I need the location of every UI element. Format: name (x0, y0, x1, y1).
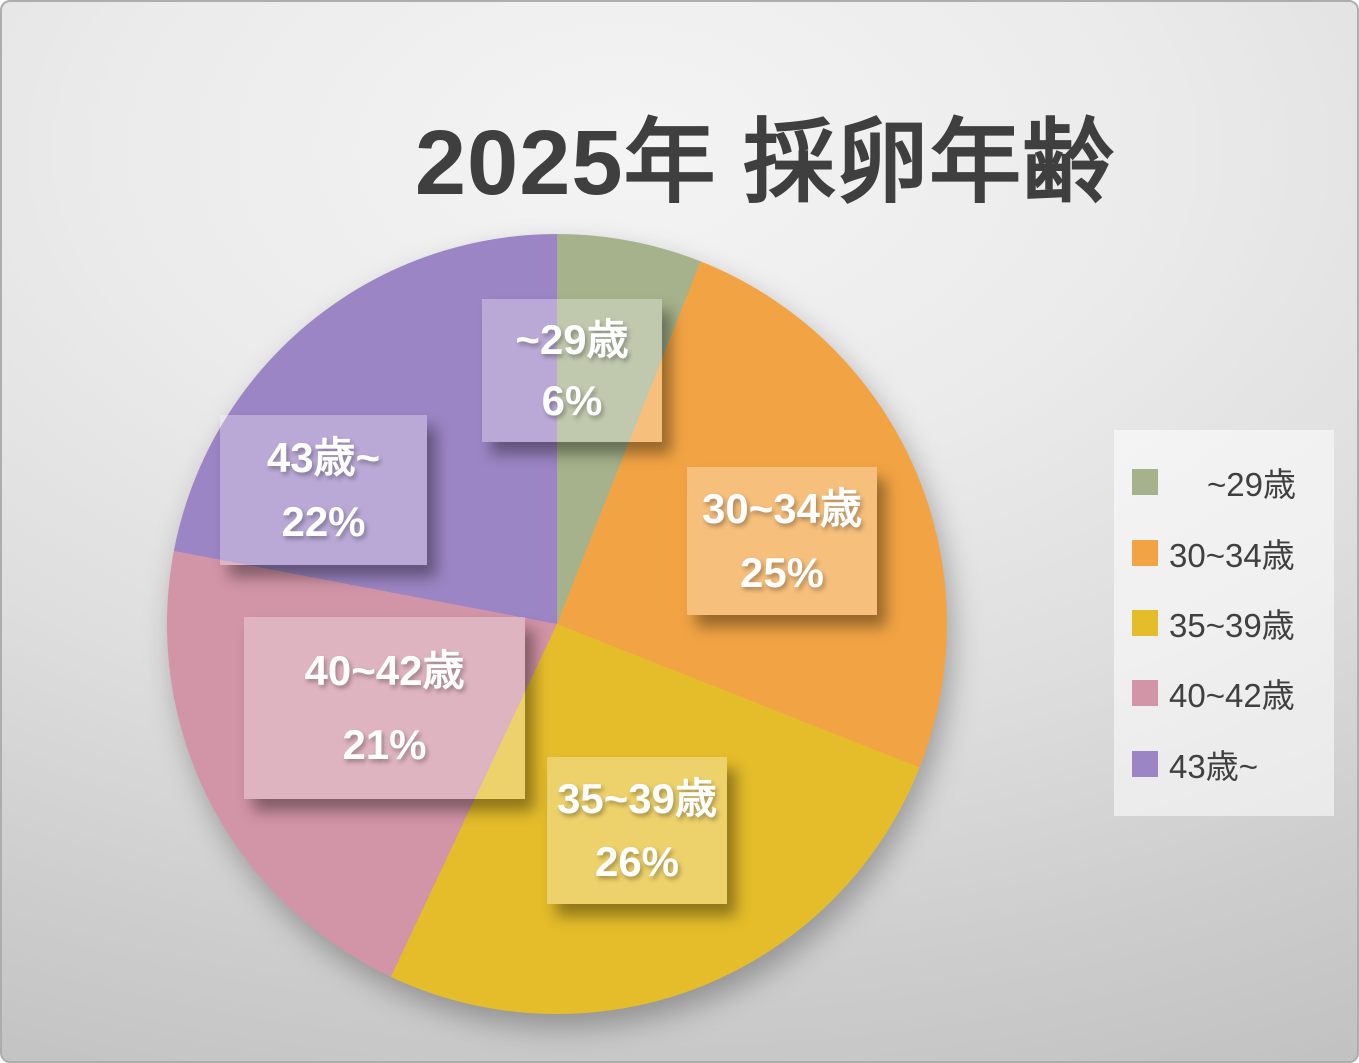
data-label-under-29: ~29歳 6% (482, 299, 662, 442)
data-label-category: 43歳~ (266, 434, 381, 481)
data-label-category: ~29歳 (515, 315, 629, 363)
data-label-percent: 25% (739, 548, 825, 596)
legend-label: 30~34歳 (1169, 536, 1295, 574)
data-label-percent: 21% (342, 721, 427, 769)
legend-item-35-39: 35~39歳 (1132, 599, 1334, 647)
legend-swatch-icon (1132, 750, 1158, 777)
legend-swatch-icon (1132, 539, 1158, 566)
data-label-30-34: 30~34歳 25% (687, 467, 877, 615)
legend-swatch-icon (1132, 680, 1158, 707)
data-label-category: 35~39歳 (557, 775, 717, 822)
data-label-percent: 6% (541, 377, 603, 425)
legend-label: 40~42歳 (1169, 677, 1295, 715)
legend-item-under-29: ~29歳 (1132, 458, 1334, 506)
chart-title: 2025年 採卵年齢 (414, 112, 1116, 214)
legend-swatch-icon (1132, 609, 1158, 636)
legend-label: 43歳~ (1169, 747, 1258, 785)
pie-chart (167, 234, 947, 1014)
legend-item-30-34: 30~34歳 (1132, 529, 1334, 577)
data-label-43-plus: 43歳~ 22% (220, 415, 427, 565)
data-label-percent: 26% (594, 838, 680, 885)
data-label-category: 30~34歳 (702, 485, 862, 533)
data-label-percent: 22% (281, 498, 366, 545)
data-label-40-42: 40~42歳 21% (244, 617, 525, 799)
legend-swatch-icon (1132, 469, 1158, 496)
legend-label: 35~39歳 (1169, 606, 1295, 644)
data-label-category: 40~42歳 (304, 646, 465, 694)
legend-label: ~29歳 (1207, 466, 1296, 504)
data-label-35-39: 35~39歳 26% (547, 757, 727, 904)
legend-item-40-42: 40~42歳 (1132, 669, 1334, 717)
legend-item-43-plus: 43歳~ (1132, 740, 1334, 788)
legend: ~29歳 30~34歳 35~39歳 40~42歳 43歳~ (1114, 430, 1334, 816)
